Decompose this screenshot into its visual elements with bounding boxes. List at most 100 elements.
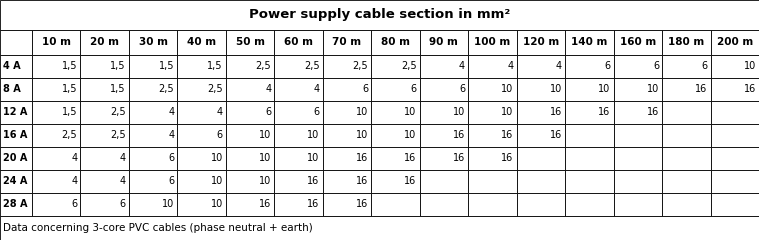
Bar <box>0 216 759 240</box>
Bar <box>225 78 274 101</box>
Text: 4: 4 <box>168 130 175 140</box>
Text: 16: 16 <box>405 153 417 163</box>
Bar <box>371 124 420 147</box>
Text: 2,5: 2,5 <box>110 107 126 117</box>
Bar <box>274 193 323 216</box>
Bar <box>0 124 32 147</box>
Text: 16: 16 <box>453 153 465 163</box>
Bar <box>80 193 129 216</box>
Bar <box>80 78 129 101</box>
Text: 16: 16 <box>647 107 659 117</box>
Bar <box>468 78 517 101</box>
Bar <box>274 124 323 147</box>
Text: 4: 4 <box>313 84 320 94</box>
Bar <box>80 101 129 124</box>
Bar <box>0 55 32 78</box>
Text: Power supply cable section in mm²: Power supply cable section in mm² <box>249 8 510 21</box>
Text: 20 m: 20 m <box>90 37 119 47</box>
Bar <box>662 30 710 55</box>
Bar <box>468 124 517 147</box>
Bar <box>323 147 371 170</box>
Bar <box>613 55 662 78</box>
Bar <box>468 101 517 124</box>
Text: 10: 10 <box>502 84 514 94</box>
Text: 16: 16 <box>550 130 562 140</box>
Bar <box>468 170 517 193</box>
Bar <box>32 193 80 216</box>
Text: 4: 4 <box>556 61 562 71</box>
Text: 10: 10 <box>356 130 368 140</box>
Text: 90 m: 90 m <box>430 37 458 47</box>
Text: 10: 10 <box>405 107 417 117</box>
Text: 10: 10 <box>405 130 417 140</box>
Bar <box>274 147 323 170</box>
Text: 6: 6 <box>362 84 368 94</box>
Text: 10: 10 <box>598 84 610 94</box>
Bar <box>0 147 32 170</box>
Bar <box>178 55 225 78</box>
Bar <box>710 124 759 147</box>
Bar <box>371 78 420 101</box>
Bar <box>0 30 32 55</box>
Text: 6: 6 <box>313 107 320 117</box>
Bar <box>32 30 80 55</box>
Bar <box>323 101 371 124</box>
Text: 1,5: 1,5 <box>61 84 77 94</box>
Text: 10: 10 <box>744 61 756 71</box>
Text: 4: 4 <box>71 176 77 186</box>
Bar <box>80 55 129 78</box>
Text: 2,5: 2,5 <box>304 61 320 71</box>
Bar <box>32 124 80 147</box>
Text: 60 m: 60 m <box>284 37 313 47</box>
Text: 16: 16 <box>356 176 368 186</box>
Bar <box>225 101 274 124</box>
Text: 4: 4 <box>216 107 222 117</box>
Text: 6: 6 <box>168 153 175 163</box>
Bar <box>517 124 565 147</box>
Text: 6: 6 <box>168 176 175 186</box>
Text: 4: 4 <box>168 107 175 117</box>
Text: 2,5: 2,5 <box>110 130 126 140</box>
Text: 120 m: 120 m <box>523 37 559 47</box>
Text: 6: 6 <box>411 84 417 94</box>
Bar <box>371 147 420 170</box>
Bar <box>517 101 565 124</box>
Bar <box>565 101 613 124</box>
Bar <box>565 147 613 170</box>
Bar <box>274 170 323 193</box>
Bar <box>80 124 129 147</box>
Bar <box>80 170 129 193</box>
Bar <box>517 30 565 55</box>
Bar <box>710 147 759 170</box>
Bar <box>0 78 32 101</box>
Bar <box>323 78 371 101</box>
Bar <box>371 170 420 193</box>
Text: 4: 4 <box>459 61 465 71</box>
Text: 2,5: 2,5 <box>401 61 417 71</box>
Text: 16: 16 <box>744 84 756 94</box>
Bar <box>371 55 420 78</box>
Text: 6: 6 <box>653 61 659 71</box>
Text: 10: 10 <box>162 199 175 209</box>
Bar <box>662 55 710 78</box>
Bar <box>662 147 710 170</box>
Text: 40 m: 40 m <box>187 37 216 47</box>
Text: 10: 10 <box>647 84 659 94</box>
Bar <box>32 170 80 193</box>
Bar <box>323 55 371 78</box>
Bar <box>129 55 178 78</box>
Text: 140 m: 140 m <box>572 37 607 47</box>
Text: 10: 10 <box>550 84 562 94</box>
Bar <box>129 78 178 101</box>
Bar <box>613 193 662 216</box>
Text: 16: 16 <box>550 107 562 117</box>
Bar <box>129 124 178 147</box>
Bar <box>613 78 662 101</box>
Text: 16: 16 <box>405 176 417 186</box>
Bar <box>565 193 613 216</box>
Bar <box>565 170 613 193</box>
Text: 10: 10 <box>259 130 271 140</box>
Bar <box>178 124 225 147</box>
Text: 16: 16 <box>695 84 707 94</box>
Text: 24 A: 24 A <box>3 176 27 186</box>
